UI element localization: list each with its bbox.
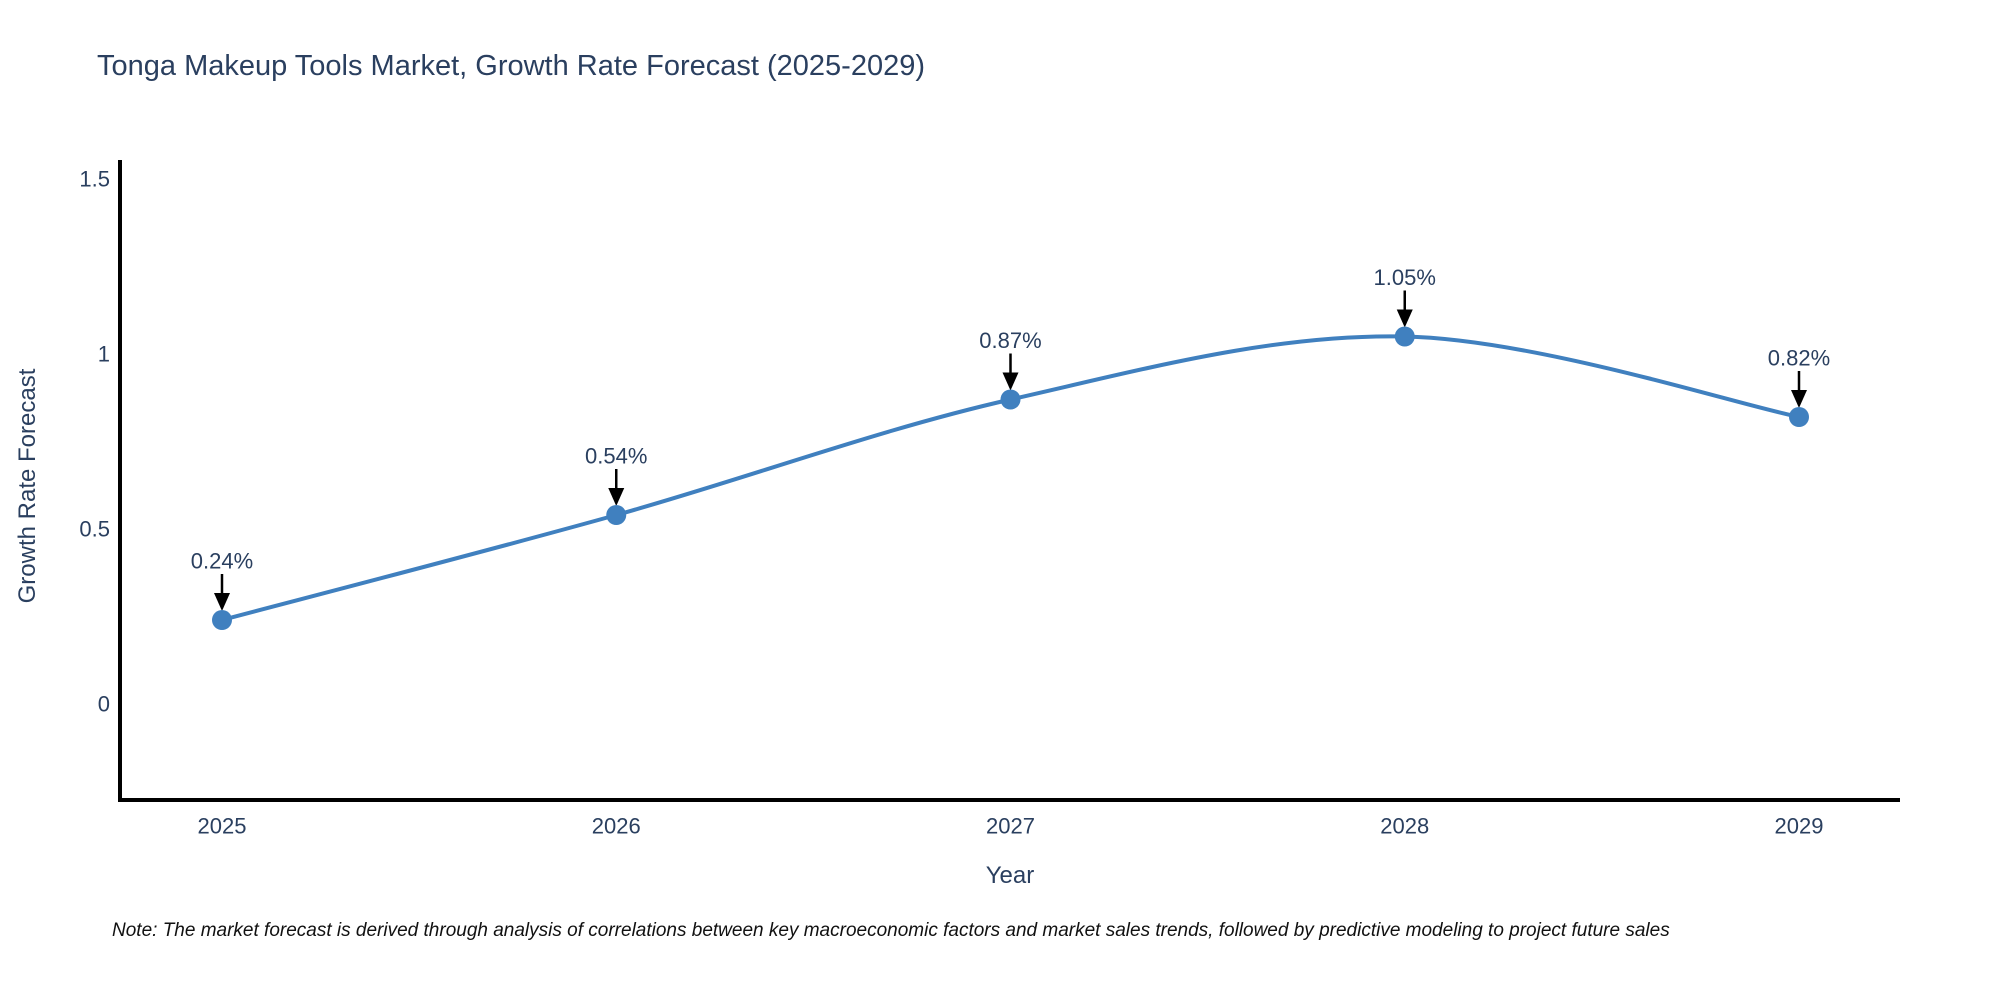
footnote: Note: The market forecast is derived thr… (112, 920, 1670, 941)
data-point-label: 0.24% (191, 549, 253, 574)
data-point-marker[interactable] (1000, 389, 1021, 410)
annotation-arrowhead-icon (608, 488, 625, 506)
annotation-arrowhead-icon (1002, 372, 1019, 391)
data-point-marker[interactable] (1789, 407, 1809, 427)
y-tick-label: 0 (98, 692, 110, 717)
annotation-arrowhead-icon (1791, 390, 1807, 408)
annotation-arrowhead-icon (214, 593, 230, 611)
x-tick-label: 2028 (1380, 814, 1429, 839)
data-point-marker[interactable] (606, 505, 627, 525)
data-point-label: 0.54% (585, 444, 647, 469)
data-point-label: 0.82% (1768, 346, 1830, 371)
y-tick-label: 1.5 (79, 167, 110, 192)
x-axis-title: Year (985, 862, 1035, 889)
x-tick-label: 2029 (1775, 814, 1824, 839)
y-axis-title: Growth Rate Forecast (14, 368, 41, 604)
chart-title: Tonga Makeup Tools Market, Growth Rate F… (97, 50, 925, 82)
data-point-marker[interactable] (212, 610, 232, 630)
y-tick-label: 1 (98, 342, 110, 367)
annotation-arrowhead-icon (1396, 309, 1413, 328)
data-point-label: 1.05% (1374, 265, 1436, 290)
data-point-marker[interactable] (1394, 326, 1415, 347)
x-tick-label: 2027 (986, 814, 1035, 839)
data-point-label: 0.87% (979, 328, 1041, 353)
x-tick-label: 2026 (592, 814, 641, 839)
y-tick-label: 0.5 (79, 517, 110, 542)
x-tick-label: 2025 (198, 814, 247, 839)
